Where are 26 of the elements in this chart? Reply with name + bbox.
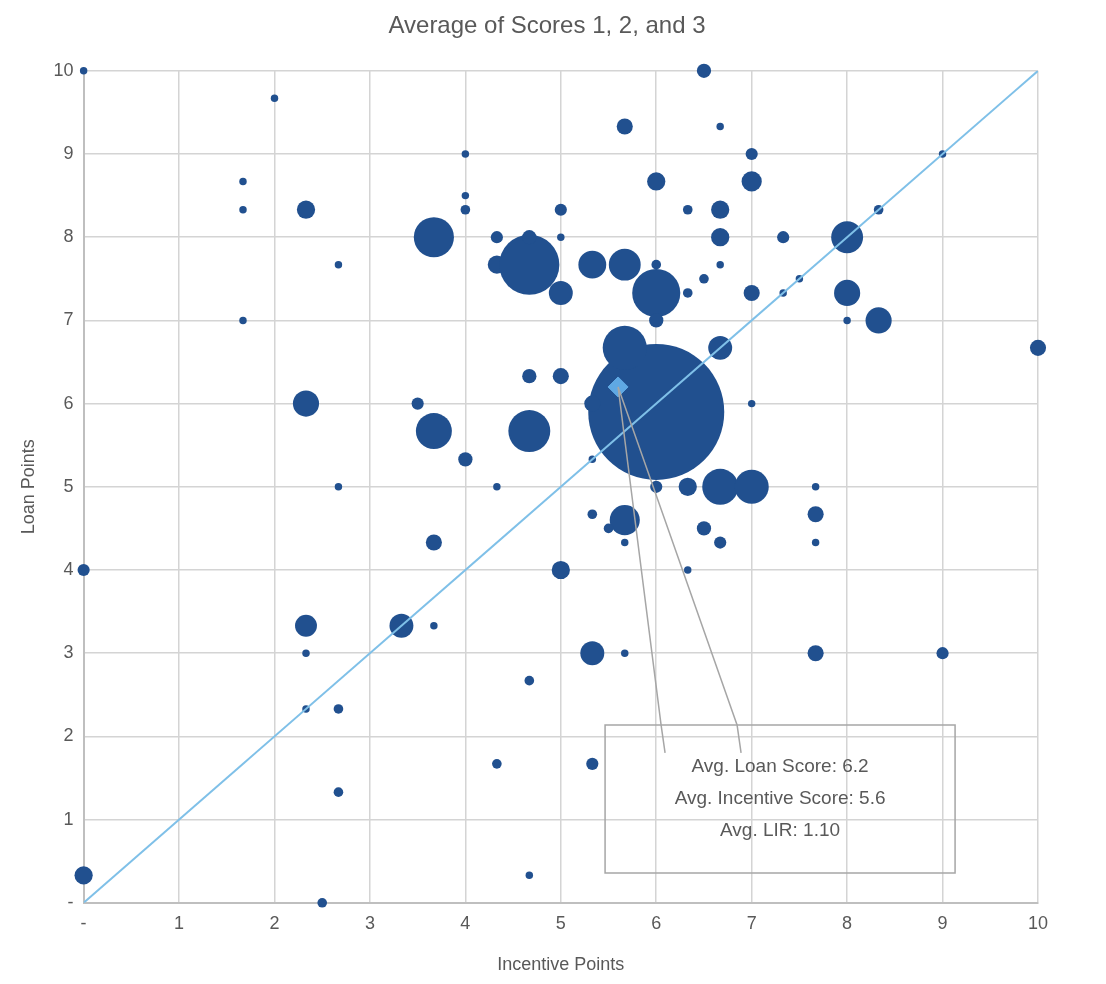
y-tick-label: 3 (63, 642, 74, 663)
y-tick-label: 7 (63, 309, 74, 330)
chart-title: Average of Scores 1, 2, and 3 (388, 11, 706, 39)
y-tick-label: 10 (53, 59, 74, 80)
y-tick-label: 8 (63, 226, 74, 247)
y-tick-label: - (67, 891, 74, 912)
x-tick-label: 9 (937, 912, 948, 933)
x-tick-label: 5 (555, 912, 566, 933)
x-tick-label: 7 (746, 912, 757, 933)
y-tick-label: 5 (63, 475, 74, 496)
x-tick-label: 2 (269, 912, 280, 933)
x-tick-label: 1 (174, 912, 185, 933)
x-tick-label: 4 (460, 912, 471, 933)
y-tick-label: 4 (63, 558, 74, 579)
y-tick-label: 2 (63, 725, 74, 746)
x-tick-label: 6 (651, 912, 662, 933)
y-tick-label: 6 (63, 392, 74, 413)
y-tick-label: 9 (63, 142, 74, 163)
x-tick-label: 10 (1027, 912, 1049, 933)
x-tick-label: 3 (364, 912, 375, 933)
x-tick-label: 8 (842, 912, 853, 933)
x-tick-label: - (80, 912, 87, 933)
y-tick-label: 1 (63, 808, 74, 829)
x-axis-title: Incentive Points (497, 954, 625, 975)
annotation: Avg. Loan Score: 6.2 Avg. Incentive Score: 5.6 Avg. LIR: 1.10 (674, 755, 886, 841)
y-axis-title: Loan Points (17, 439, 38, 535)
